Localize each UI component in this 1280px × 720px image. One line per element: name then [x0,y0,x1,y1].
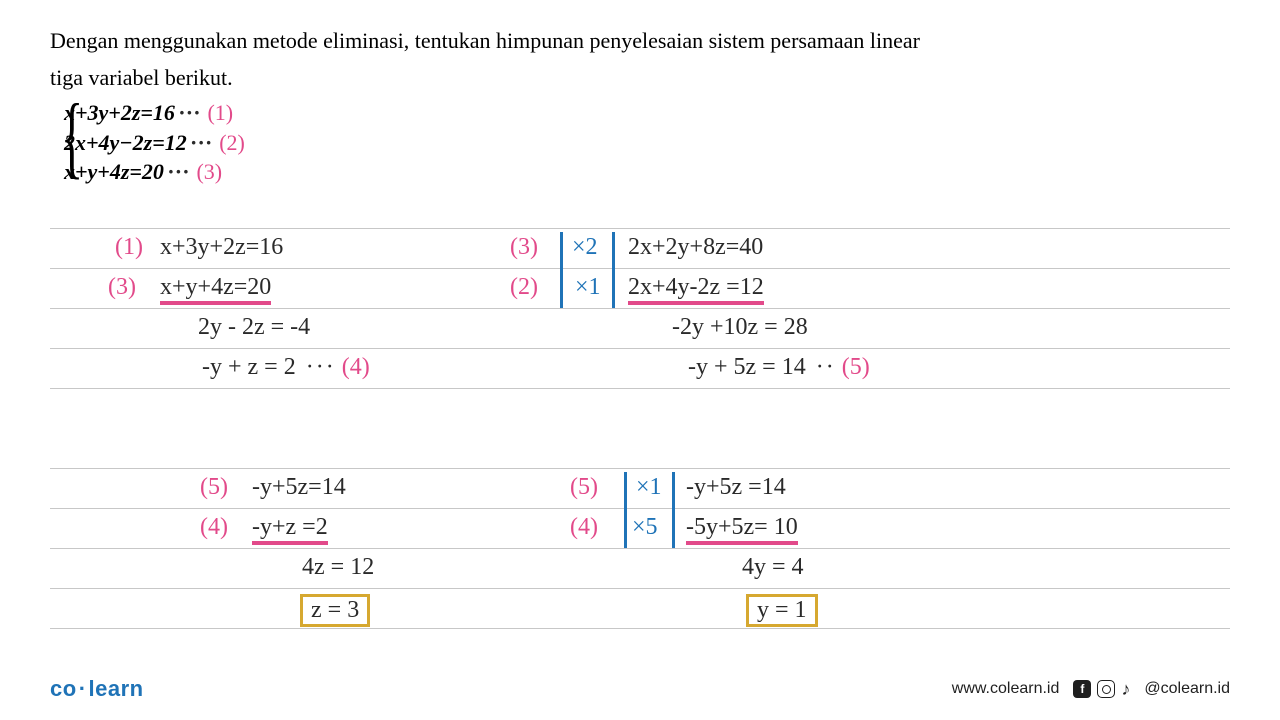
footer-right: www.colearn.id f ♪ @colearn.id [952,679,1230,700]
footer-handle: @colearn.id [1144,680,1230,698]
b1l-tag2: (3) [108,274,136,301]
footer: co·learn www.colearn.id f ♪ @colearn.id [50,676,1230,702]
dots-icon: ··· [179,98,202,128]
b1l-r1: x+3y+2z=16 [160,234,283,261]
b2r-r3: 4y = 4 [742,554,804,581]
brand-logo: co·learn [50,676,144,702]
problem-line-1: Dengan menggunakan metode eliminasi, ten… [50,24,1230,57]
equation-system: { x+3y+2z=16 ··· (1) 2x+4y−2z=12 ··· (2)… [50,98,1230,187]
vline-2 [612,232,615,308]
b2r-r2: -5y+5z= 10 [686,514,798,541]
b2r-tag2: (4) [570,514,598,541]
vline-1 [560,232,563,308]
dots-icon: ··· [168,157,191,187]
b1r-r4: -y + 5z = 14 ·· (5) [688,354,870,381]
eq-3: x+y+4z=20 ··· (3) [64,157,1230,187]
problem-line-2: tiga variabel berikut. [50,61,1230,94]
b2r-mul2: ×5 [632,514,658,541]
b2r-r4: y = 1 [746,594,818,627]
b1r-r2: 2x+4y-2z =12 [628,274,764,301]
instagram-icon [1097,680,1115,698]
vline-3 [624,472,627,548]
b2r-tag1: (5) [570,474,598,501]
b2l-r3: 4z = 12 [302,554,374,581]
problem-statement: Dengan menggunakan metode eliminasi, ten… [50,24,1230,187]
social-icons: f ♪ [1073,679,1130,700]
tiktok-icon: ♪ [1121,679,1130,700]
b1l-r4: -y + z = 2 ··· (4) [202,354,370,381]
vline-4 [672,472,675,548]
eq-2: 2x+4y−2z=12 ··· (2) [64,128,1230,158]
b1l-tag1: (1) [115,234,143,261]
b1l-r2: x+y+4z=20 [160,274,271,301]
b1r-tag1: (3) [510,234,538,261]
b1r-tag2: (2) [510,274,538,301]
eq-1: x+3y+2z=16 ··· (1) [64,98,1230,128]
eq-2-tag: (2) [219,128,245,158]
b2l-tag1: (5) [200,474,228,501]
b2l-r1: -y+5z=14 [252,474,346,501]
eq-3-tag: (3) [196,157,222,187]
eq-1-tag: (1) [207,98,233,128]
b1r-mul2: ×1 [575,274,601,301]
b1r-mul1: ×2 [572,234,598,261]
b1r-r3: -2y +10z = 28 [672,314,808,341]
b2l-r2: -y+z =2 [252,514,328,541]
b2l-r4: z = 3 [300,594,370,627]
dots-icon: ··· [191,128,214,158]
b2r-mul1: ×1 [636,474,662,501]
footer-url: www.colearn.id [952,680,1060,698]
facebook-icon: f [1073,680,1091,698]
b1l-r3: 2y - 2z = -4 [198,314,310,341]
b1r-r1: 2x+2y+8z=40 [628,234,763,261]
b2l-tag2: (4) [200,514,228,541]
b2r-r1: -y+5z =14 [686,474,786,501]
system-brace: { [61,96,83,177]
